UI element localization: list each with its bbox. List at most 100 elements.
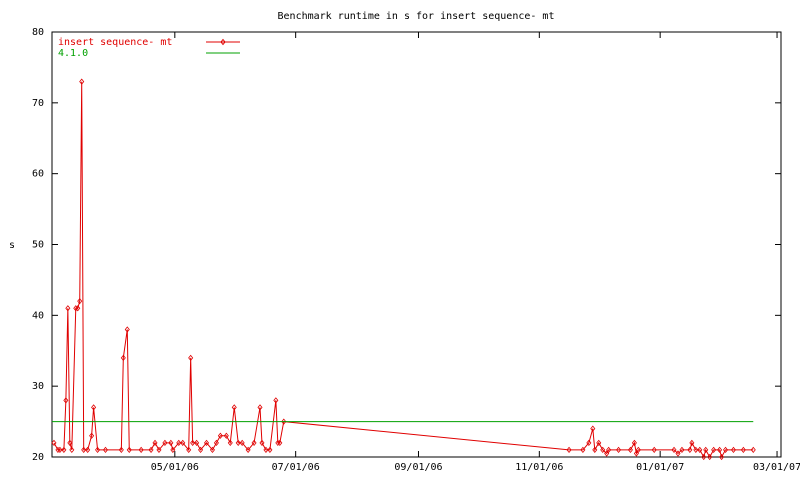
point-marker	[85, 446, 91, 454]
point-marker	[204, 439, 210, 446]
x-tick-label: 11/01/06	[515, 462, 563, 473]
point-marker	[73, 305, 79, 312]
point-marker	[697, 446, 703, 454]
point-marker	[89, 432, 95, 439]
point-marker	[91, 404, 97, 411]
point-marker	[631, 439, 637, 446]
y-tick-label: 30	[32, 381, 44, 392]
point-marker	[740, 446, 746, 454]
point-marker	[580, 446, 586, 454]
point-marker	[217, 432, 223, 439]
point-marker	[61, 446, 67, 454]
point-marker	[235, 439, 241, 446]
point-marker	[251, 439, 257, 446]
point-marker	[267, 446, 273, 454]
x-tick-label: 01/01/07	[636, 462, 684, 473]
point-marker	[118, 446, 124, 454]
point-marker	[263, 446, 269, 454]
point-marker	[126, 446, 132, 454]
point-marker	[600, 446, 606, 454]
point-marker	[730, 446, 736, 454]
x-tick-label: 07/01/06	[272, 462, 320, 473]
point-marker	[188, 354, 194, 361]
point-marker	[717, 446, 723, 454]
point-marker	[194, 439, 200, 446]
point-marker	[95, 446, 101, 454]
point-marker	[227, 439, 233, 446]
point-marker	[180, 439, 186, 446]
point-marker	[55, 446, 61, 454]
plot-frame	[51, 31, 782, 458]
point-marker	[592, 446, 598, 454]
point-marker	[671, 446, 677, 454]
point-marker	[596, 439, 602, 446]
point-marker	[616, 446, 622, 454]
point-marker	[606, 446, 612, 454]
point-marker	[245, 446, 251, 454]
point-marker	[51, 439, 57, 446]
point-marker	[124, 326, 130, 333]
point-marker	[77, 298, 83, 305]
point-marker	[707, 453, 713, 461]
point-marker	[723, 446, 729, 454]
point-marker	[57, 446, 63, 454]
point-marker	[586, 439, 592, 446]
point-marker	[120, 354, 126, 361]
point-marker	[675, 450, 681, 457]
point-marker	[281, 418, 287, 425]
point-marker	[590, 425, 596, 432]
point-marker	[750, 446, 756, 454]
point-marker	[604, 450, 610, 457]
point-marker	[651, 446, 657, 454]
point-marker	[711, 446, 717, 454]
y-axis-label: s	[9, 240, 15, 251]
point-marker	[138, 446, 144, 454]
y-tick-label: 40	[32, 310, 44, 321]
point-marker	[168, 439, 174, 446]
point-marker	[69, 446, 75, 454]
point-marker	[223, 432, 229, 439]
point-marker	[257, 404, 263, 411]
x-tick-label: 03/01/07	[753, 462, 800, 473]
point-marker	[81, 446, 87, 454]
point-marker	[162, 439, 168, 446]
point-marker	[102, 446, 108, 454]
y-tick-label: 60	[32, 169, 44, 180]
point-marker	[156, 446, 162, 454]
point-marker	[566, 446, 572, 454]
point-marker	[633, 450, 639, 457]
y-tick-label: 20	[32, 452, 44, 463]
point-marker	[65, 305, 71, 312]
point-marker	[689, 439, 695, 446]
point-marker	[186, 446, 192, 454]
legend-marker	[220, 38, 226, 46]
point-marker	[693, 446, 699, 454]
y-tick-label: 70	[32, 98, 44, 109]
point-marker	[627, 446, 633, 454]
point-marker	[198, 446, 204, 454]
legend-label: insert sequence- mt	[58, 37, 172, 48]
point-marker	[259, 439, 265, 446]
legend-label: 4.1.0	[58, 48, 88, 59]
point-marker	[209, 446, 215, 454]
point-marker	[176, 439, 182, 446]
point-marker	[75, 305, 81, 312]
series-line	[53, 81, 754, 459]
point-marker	[679, 446, 685, 454]
chart-title: Benchmark runtime in s for insert sequen…	[278, 11, 555, 22]
point-marker	[277, 439, 283, 446]
y-tick-label: 50	[32, 240, 44, 251]
point-marker	[79, 78, 85, 85]
point-marker	[273, 397, 279, 404]
point-marker	[67, 439, 73, 446]
point-marker	[719, 453, 725, 461]
point-marker	[190, 439, 196, 446]
point-marker	[635, 446, 641, 454]
point-marker	[703, 446, 709, 454]
point-marker	[148, 446, 154, 454]
point-marker	[63, 397, 69, 404]
point-marker	[152, 439, 158, 446]
point-marker	[231, 404, 237, 411]
point-marker	[701, 453, 707, 461]
